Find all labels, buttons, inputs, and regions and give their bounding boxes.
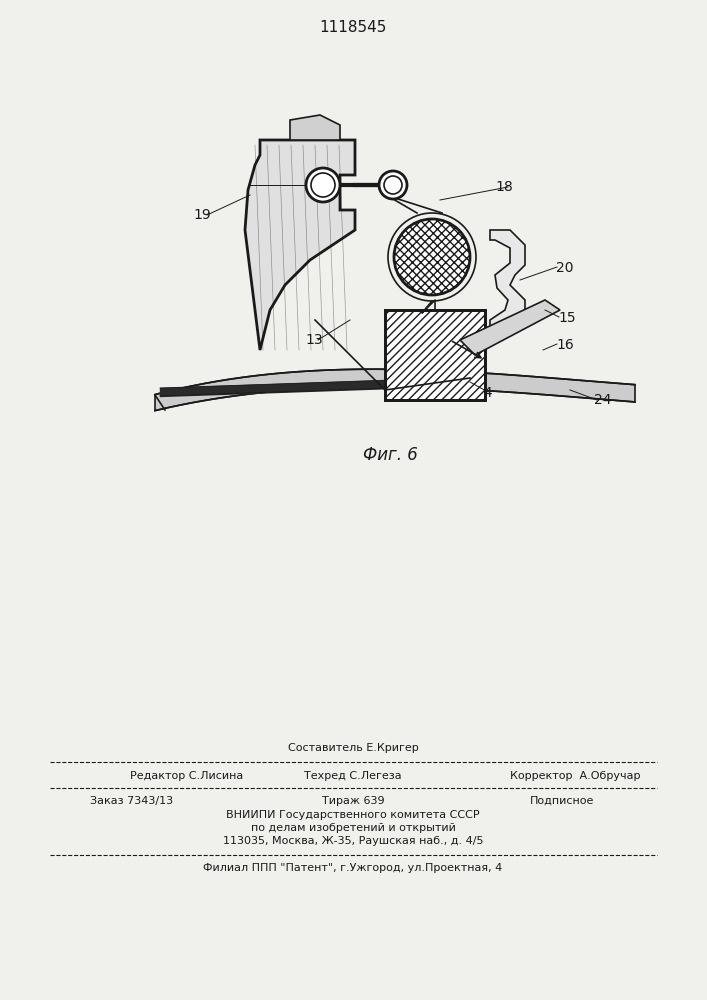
Circle shape: [306, 168, 340, 202]
Text: 14: 14: [475, 386, 493, 400]
Text: 113035, Москва, Ж-35, Раушская наб., д. 4/5: 113035, Москва, Ж-35, Раушская наб., д. …: [223, 836, 484, 846]
Text: 20: 20: [556, 261, 573, 275]
Text: по делам изобретений и открытий: по делам изобретений и открытий: [250, 823, 455, 833]
Text: Составитель Е.Кригер: Составитель Е.Кригер: [288, 743, 419, 753]
Text: Подписное: Подписное: [530, 796, 595, 806]
Polygon shape: [460, 300, 560, 355]
Text: 13: 13: [305, 333, 322, 347]
Circle shape: [379, 171, 407, 199]
Polygon shape: [490, 230, 525, 330]
Polygon shape: [290, 115, 340, 140]
Bar: [385, 310, 485, 400]
Text: 15: 15: [558, 311, 575, 325]
Text: Тираж 639: Тираж 639: [322, 796, 385, 806]
Text: Фиг. 6: Фиг. 6: [363, 446, 417, 464]
Text: Заказ 7343/13: Заказ 7343/13: [90, 796, 173, 806]
Text: 16: 16: [556, 338, 574, 352]
Circle shape: [394, 219, 470, 295]
Text: Редактор С.Лисина: Редактор С.Лисина: [130, 771, 243, 781]
Text: 19: 19: [193, 208, 211, 222]
Text: ВНИИПИ Государственного комитета СССР: ВНИИПИ Государственного комитета СССР: [226, 810, 480, 820]
Text: 1118545: 1118545: [320, 20, 387, 35]
Bar: [385, 310, 485, 400]
Text: 18: 18: [495, 180, 513, 194]
Polygon shape: [245, 140, 355, 350]
Text: 24: 24: [594, 393, 612, 407]
Polygon shape: [155, 369, 635, 411]
Text: Филиал ППП "Патент", г.Ужгород, ул.Проектная, 4: Филиал ППП "Патент", г.Ужгород, ул.Проек…: [204, 863, 503, 873]
Text: Техред С.Легеза: Техред С.Легеза: [304, 771, 402, 781]
Text: Корректор  А.Обручар: Корректор А.Обручар: [510, 771, 641, 781]
